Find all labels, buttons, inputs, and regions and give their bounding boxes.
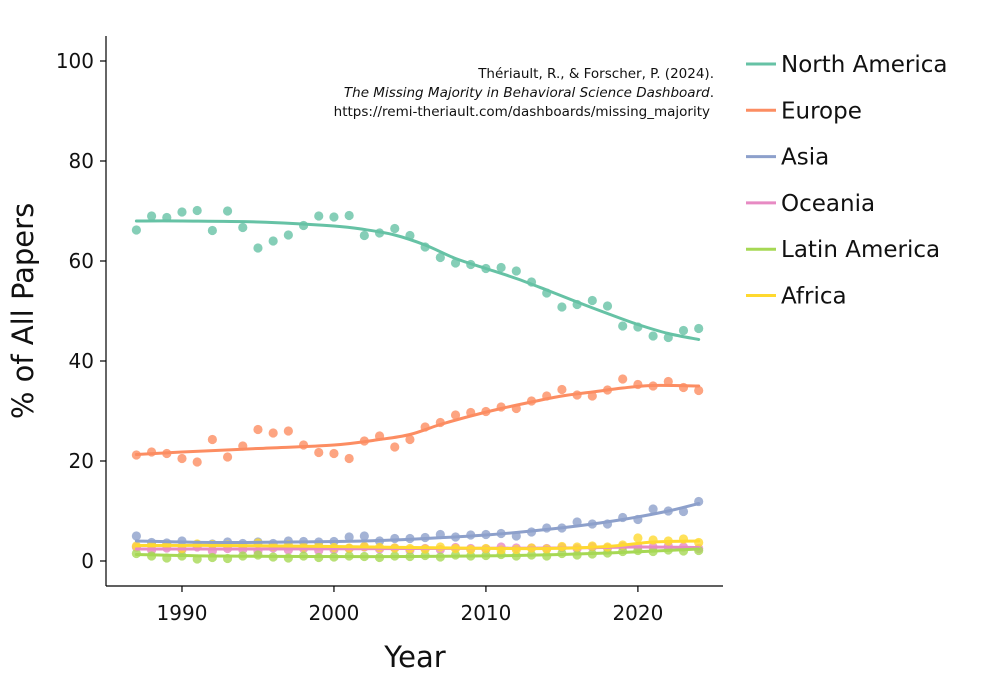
x-ticks: 1990 2000 2010 2020 bbox=[157, 586, 663, 625]
trend-line-europe bbox=[134, 383, 701, 456]
point-north-america-2023 bbox=[678, 325, 689, 336]
citation-line-3: https://remi-theriault.com/dashboards/mi… bbox=[334, 104, 710, 120]
y-tick-label-0: 0 bbox=[81, 549, 94, 573]
point-europe-1996 bbox=[268, 428, 278, 438]
point-north-america-1988 bbox=[146, 211, 157, 221]
legend-label-oceania: Oceania bbox=[781, 191, 875, 217]
citation-title-suffix: . bbox=[710, 85, 714, 101]
legend-item-latin-america[interactable]: Latin America bbox=[746, 237, 940, 263]
point-north-america-2018 bbox=[602, 301, 613, 311]
point-asia-1987 bbox=[131, 531, 141, 541]
x-axis-title: Year bbox=[383, 640, 445, 674]
legend-item-europe[interactable]: Europe bbox=[746, 98, 862, 124]
legend: North America Europe Asia Oceania Latin Amer… bbox=[746, 52, 948, 310]
point-north-america-2001 bbox=[344, 210, 354, 221]
x-tick-label-2010: 2010 bbox=[460, 601, 511, 625]
point-europe-2004 bbox=[390, 442, 400, 452]
point-north-america-2002 bbox=[359, 230, 369, 241]
point-north-america-2021 bbox=[648, 331, 658, 341]
point-north-america-1991 bbox=[192, 205, 202, 216]
point-north-america-2004 bbox=[390, 223, 400, 234]
trend-line-asia bbox=[134, 502, 701, 545]
citation-title: The Missing Majority in Behavioral Scien… bbox=[344, 85, 710, 101]
series-points-europe bbox=[131, 374, 704, 467]
point-north-america-1990 bbox=[177, 207, 187, 217]
y-tick-label-60: 60 bbox=[69, 249, 94, 273]
x-tick-label-2000: 2000 bbox=[309, 601, 360, 625]
point-europe-1990 bbox=[177, 453, 187, 464]
point-north-america-1994 bbox=[238, 222, 248, 233]
point-north-america-1987 bbox=[131, 225, 141, 235]
legend-item-oceania[interactable]: Oceania bbox=[746, 191, 875, 217]
point-north-america-1997 bbox=[283, 230, 293, 240]
legend-item-asia[interactable]: Asia bbox=[746, 145, 829, 171]
trend-lines bbox=[134, 219, 701, 559]
point-europe-1993 bbox=[222, 452, 233, 462]
legend-item-africa[interactable]: Africa bbox=[746, 284, 847, 310]
series-points-north-america bbox=[131, 205, 704, 343]
y-ticks: 0 20 40 60 80 100 bbox=[56, 49, 106, 573]
point-north-america-2007 bbox=[435, 252, 445, 263]
legend-label-europe: Europe bbox=[781, 98, 862, 124]
point-north-america-2019 bbox=[618, 321, 628, 331]
point-north-america-1995 bbox=[253, 243, 263, 253]
point-north-america-1992 bbox=[207, 225, 217, 236]
x-tick-label-1990: 1990 bbox=[157, 601, 208, 625]
y-tick-label-40: 40 bbox=[69, 349, 94, 373]
point-europe-2015 bbox=[557, 384, 567, 395]
point-north-america-1993 bbox=[222, 206, 233, 216]
plot-marks bbox=[131, 205, 704, 564]
point-europe-2001 bbox=[344, 453, 354, 464]
point-africa-2020 bbox=[633, 533, 643, 543]
point-europe-2008 bbox=[450, 410, 461, 420]
point-north-america-2000 bbox=[329, 212, 339, 222]
y-tick-label-20: 20 bbox=[69, 449, 94, 473]
trend-line-africa bbox=[134, 539, 701, 551]
legend-label-latin-america: Latin America bbox=[781, 237, 940, 263]
point-asia-2021 bbox=[648, 504, 658, 514]
legend-label-north-america: North America bbox=[781, 52, 948, 78]
citation: Thériault, R., & Forscher, P. (2024). Th… bbox=[334, 66, 714, 120]
legend-label-asia: Asia bbox=[781, 145, 829, 171]
legend-label-africa: Africa bbox=[781, 284, 847, 310]
point-latin-america-1997 bbox=[283, 553, 293, 563]
point-europe-1995 bbox=[253, 424, 263, 435]
point-europe-1992 bbox=[207, 434, 217, 445]
citation-line-1: Thériault, R., & Forscher, P. (2024). bbox=[477, 66, 714, 82]
point-asia-2002 bbox=[359, 531, 369, 541]
point-north-america-1996 bbox=[268, 236, 278, 246]
point-europe-1997 bbox=[283, 426, 293, 436]
point-europe-2019 bbox=[618, 374, 628, 384]
point-north-america-2017 bbox=[587, 295, 597, 306]
x-tick-label-2020: 2020 bbox=[612, 601, 663, 625]
trend-line-latin-america bbox=[134, 547, 701, 559]
y-axis-title: % of All Papers bbox=[6, 203, 40, 419]
point-europe-1991 bbox=[192, 457, 202, 467]
point-europe-2000 bbox=[329, 448, 339, 459]
citation-line-2: The Missing Majority in Behavioral Scien… bbox=[344, 85, 714, 101]
point-europe-2022 bbox=[663, 376, 673, 387]
point-asia-2001 bbox=[344, 532, 354, 542]
trend-line-north-america bbox=[134, 219, 701, 341]
point-europe-2005 bbox=[405, 434, 415, 445]
point-north-america-1999 bbox=[314, 211, 324, 221]
point-north-america-2012 bbox=[511, 266, 521, 276]
point-north-america-2011 bbox=[496, 262, 506, 273]
point-north-america-2015 bbox=[557, 302, 567, 312]
y-tick-label-100: 100 bbox=[56, 49, 94, 73]
legend-item-north-america[interactable]: North America bbox=[746, 52, 948, 78]
point-europe-1999 bbox=[314, 447, 324, 458]
y-tick-label-80: 80 bbox=[69, 149, 94, 173]
point-europe-2024 bbox=[694, 385, 704, 396]
point-north-america-2024 bbox=[694, 323, 704, 334]
